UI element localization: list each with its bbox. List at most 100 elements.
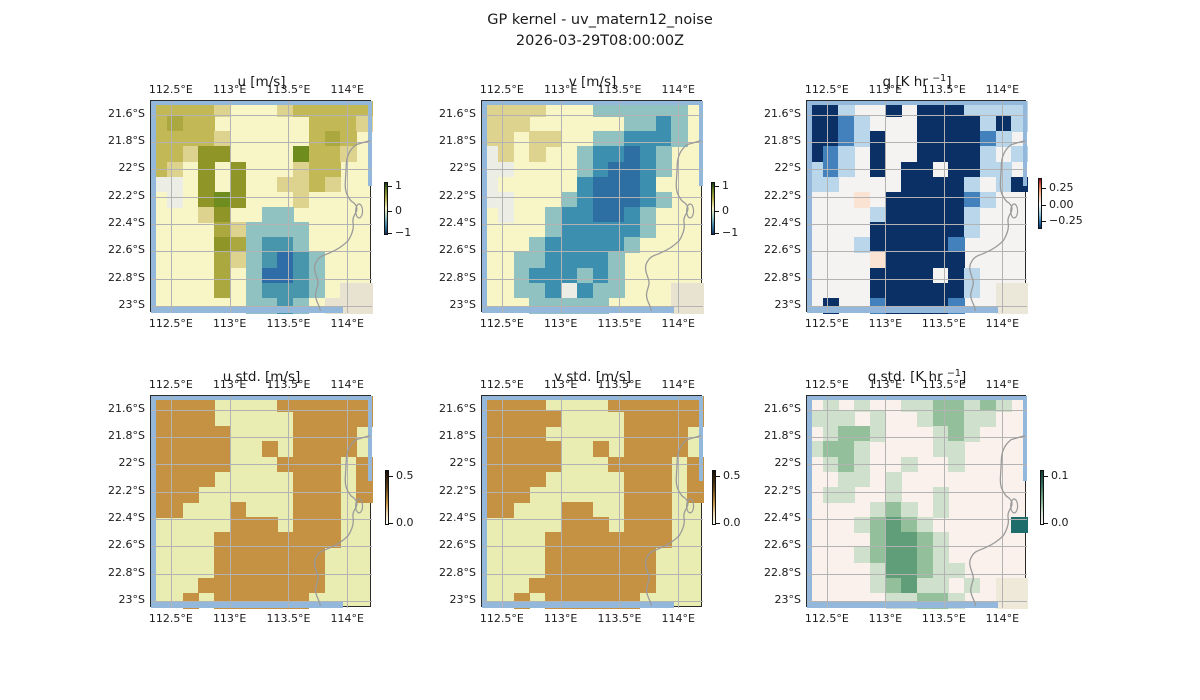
x-tick-label-top: 112.5°E [148, 83, 193, 96]
raster-cell [624, 146, 641, 163]
raster-cell [261, 222, 278, 238]
raster-cell [560, 252, 578, 269]
raster-cell [308, 486, 326, 503]
raster-cell [639, 116, 657, 132]
coastline [969, 140, 1025, 311]
raster-cell [198, 577, 215, 594]
raster-cell [529, 282, 546, 299]
gridline-parallel [482, 409, 703, 411]
coastline-path [969, 140, 1025, 311]
raster-cell [182, 131, 199, 148]
y-tick-label: 22.4°S [764, 511, 801, 525]
raster-cell [576, 191, 594, 208]
raster-cell [198, 131, 215, 148]
raster-cell [182, 411, 199, 427]
colorbar-tick-label: 0 [395, 203, 402, 217]
raster-cell [932, 411, 949, 427]
raster-cell [948, 191, 965, 208]
raster-cell [917, 237, 934, 254]
raster-cell [308, 471, 326, 488]
gridline-parallel [151, 546, 372, 548]
sea-edge-strip [699, 396, 703, 481]
raster-cell [324, 116, 341, 132]
raster-cell [964, 116, 981, 132]
raster-cell [948, 116, 965, 132]
raster-cell [932, 207, 949, 223]
raster-cell [545, 577, 562, 594]
raster-cell [964, 101, 981, 117]
raster-cell [293, 486, 310, 503]
raster-cell [293, 441, 310, 458]
sea-edge-strip [151, 396, 157, 608]
raster-cell [608, 252, 625, 269]
raster-cell [901, 396, 918, 412]
raster-cell [639, 441, 657, 458]
gridline-meridian [1002, 396, 1004, 608]
raster-cell [513, 396, 530, 412]
raster-cell [964, 222, 981, 238]
raster-cell [917, 282, 934, 299]
raster-cell [885, 237, 902, 254]
y-tick-label: 22.2°S [439, 188, 476, 202]
y-tick-label: 22.4°S [108, 511, 145, 525]
raster-cell [261, 547, 278, 564]
raster-cell [198, 146, 215, 163]
raster-cell [964, 191, 981, 208]
raster-cell [932, 237, 949, 254]
raster-cell [854, 116, 871, 132]
raster-cell [545, 547, 562, 564]
raster-cell [560, 517, 578, 533]
raster-cell [198, 396, 215, 412]
gridline-parallel [482, 437, 703, 439]
raster-cell [308, 116, 326, 132]
colorbar-tick-mark [716, 476, 720, 478]
raster-cell [838, 101, 855, 117]
raster-cell [608, 131, 625, 148]
figure-title-line2: 2026-03-29T08:00:00Z [515, 33, 685, 49]
raster-cell [822, 426, 839, 443]
raster-cell [964, 146, 981, 163]
gridline-parallel [151, 573, 372, 575]
raster-cell [964, 577, 981, 594]
raster-cell [608, 101, 625, 117]
raster-cell [979, 131, 997, 148]
raster-cell [545, 222, 562, 238]
gridline-parallel [807, 278, 1027, 280]
x-tick-label-bottom: 113.5°E [266, 612, 311, 625]
raster-cell [869, 577, 887, 594]
raster-cell [932, 101, 949, 117]
coastline-path [644, 435, 701, 606]
raster-cell [838, 411, 855, 427]
raster-cell [592, 441, 609, 458]
figure-title-line1: GP kernel - uv_matern12_noise [487, 12, 713, 28]
gridline-meridian [560, 396, 562, 608]
colorbar-tick-mark [388, 185, 392, 187]
gridline-meridian [501, 101, 503, 313]
raster-cell [995, 396, 1012, 412]
raster-cell [277, 532, 294, 549]
y-tick-label: 22.8°S [108, 270, 145, 284]
raster-cell [964, 207, 981, 223]
raster-cell [198, 441, 215, 458]
panel-title-u-std: u std. [m/s] [152, 369, 372, 385]
raster-cell [277, 547, 294, 564]
raster-cell [885, 532, 902, 549]
gridline-meridian [678, 396, 680, 608]
raster-cell [885, 191, 902, 208]
raster-cell [655, 116, 672, 132]
colorbar-bar [385, 470, 389, 525]
raster-cell [917, 517, 934, 533]
raster-cell [198, 411, 215, 427]
x-tick-label-top: 113°E [543, 378, 578, 391]
gridline-parallel [482, 491, 703, 493]
gridline-parallel [482, 519, 703, 521]
raster-cell [885, 101, 902, 117]
raster-cell [293, 237, 310, 254]
raster-cell [917, 222, 934, 238]
panel-title-text: v std. [m/s] [553, 369, 632, 385]
raster-cell [293, 411, 310, 427]
sea-edge-strip [151, 601, 344, 608]
raster-cell [948, 207, 965, 223]
raster-cell [229, 532, 247, 549]
x-tick-label-bottom: 112.5°E [148, 612, 193, 625]
